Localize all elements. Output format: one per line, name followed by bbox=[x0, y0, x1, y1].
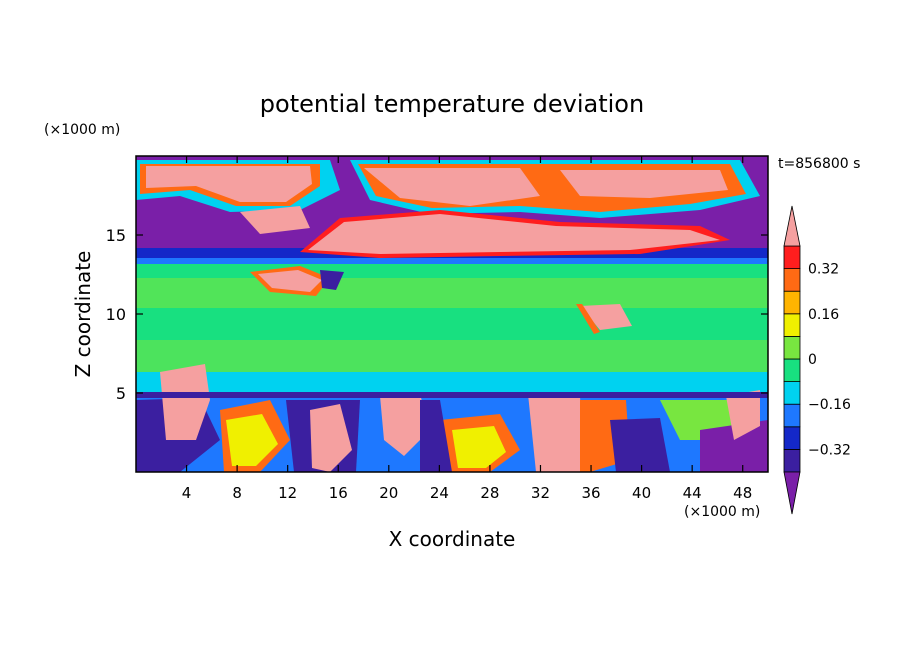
x-tick-label: 40 bbox=[632, 484, 651, 502]
bl-pink-4 bbox=[528, 394, 584, 472]
x-tick-label: 32 bbox=[531, 484, 550, 502]
colorbar-low-extension bbox=[783, 471, 801, 515]
cloud-pink-3 bbox=[560, 170, 728, 198]
y-axis-label: Z coordinate bbox=[71, 251, 95, 378]
colorbar-segment bbox=[783, 403, 801, 428]
anvil-pink bbox=[308, 214, 720, 254]
x-axis: 4 8 12 16 20 24 28 32 36 40 44 48 bbox=[182, 156, 752, 502]
colorbar: 0.32 0.16 0 −0.16 −0.32 bbox=[783, 205, 851, 515]
colorbar-tick-label: −0.16 bbox=[808, 397, 851, 413]
bl-pink-2 bbox=[310, 404, 352, 472]
cloud-pink-1 bbox=[146, 166, 312, 202]
colorbar-segment bbox=[783, 245, 801, 270]
x-tick-label: 4 bbox=[182, 484, 192, 502]
bl-pink-left bbox=[160, 364, 210, 440]
bl-yellow-2 bbox=[452, 426, 506, 468]
bl-purple-3 bbox=[420, 400, 452, 472]
time-label: t=856800 s bbox=[778, 156, 860, 172]
colorbar-segment bbox=[783, 290, 801, 315]
colorbar-segment bbox=[783, 426, 801, 450]
x-tick-label: 8 bbox=[232, 484, 242, 502]
y-unit-label: (×1000 m) bbox=[44, 122, 120, 138]
cyan-layer bbox=[136, 372, 768, 392]
colorbar-segment bbox=[783, 448, 801, 473]
x-tick-label: 24 bbox=[430, 484, 449, 502]
bl-pink-3 bbox=[380, 394, 430, 456]
y-tick-label: 10 bbox=[106, 305, 126, 324]
colorbar-segment bbox=[783, 358, 801, 383]
colorbar-tick-label: 0.16 bbox=[808, 307, 839, 323]
x-tick-label: 16 bbox=[329, 484, 348, 502]
bl-purple-5 bbox=[700, 420, 768, 472]
colorbar-high-extension bbox=[783, 205, 801, 247]
x-tick-label: 28 bbox=[480, 484, 499, 502]
anvil-left-pink bbox=[240, 206, 310, 234]
x-tick-label: 36 bbox=[581, 484, 600, 502]
colorbar-tick-label: 0 bbox=[808, 352, 817, 368]
contour-field bbox=[136, 156, 768, 472]
colorbar-segment bbox=[783, 313, 801, 337]
x-unit-label: (×1000 m) bbox=[684, 504, 760, 520]
colorbar-segment bbox=[783, 268, 801, 292]
x-tick-label: 48 bbox=[733, 484, 752, 502]
mid-blue-dots bbox=[320, 270, 344, 290]
colorbar-tick-label: 0.32 bbox=[808, 262, 839, 278]
tropopause-cyan bbox=[136, 258, 768, 264]
colorbar-segment bbox=[783, 335, 801, 360]
x-tick-label: 44 bbox=[683, 484, 702, 502]
right-warm-blob bbox=[580, 304, 632, 330]
y-axis: 5 10 15 bbox=[106, 226, 768, 403]
x-tick-label: 20 bbox=[379, 484, 398, 502]
chart-title: potential temperature deviation bbox=[260, 90, 644, 118]
colorbar-tick-label: −0.32 bbox=[808, 442, 851, 458]
light-green-band bbox=[136, 278, 768, 308]
y-tick-label: 5 bbox=[116, 384, 126, 403]
bl-purple-4 bbox=[610, 418, 670, 472]
x-tick-label: 12 bbox=[278, 484, 297, 502]
bl-pink-right bbox=[726, 390, 760, 440]
right-warm-rim bbox=[576, 304, 600, 334]
colorbar-segment bbox=[783, 381, 801, 405]
bl-purple-stripe bbox=[136, 392, 768, 398]
x-axis-label: X coordinate bbox=[389, 527, 516, 551]
bl-yellow-1 bbox=[226, 414, 278, 466]
cloud-pink-2 bbox=[364, 168, 540, 206]
mid-warm-pink bbox=[258, 270, 322, 292]
y-tick-label: 15 bbox=[106, 226, 126, 245]
